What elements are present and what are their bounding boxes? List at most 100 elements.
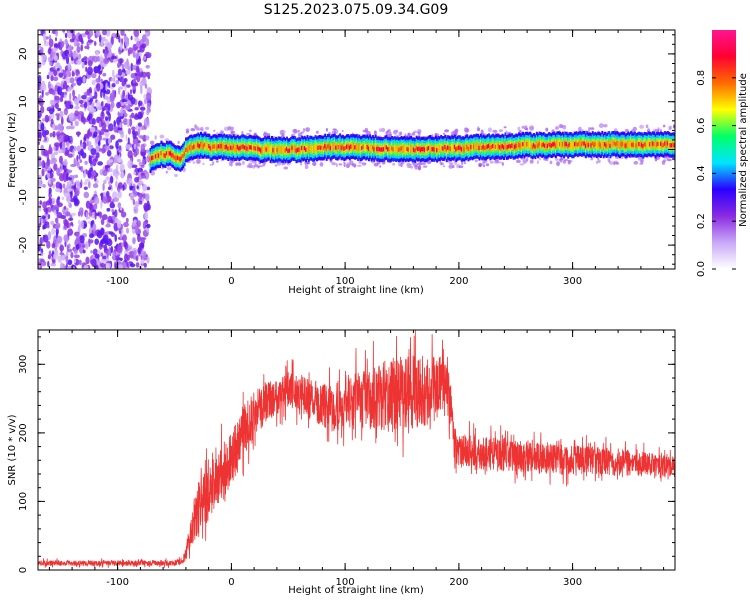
figure-title: S125.2023.075.09.34.G09 (264, 2, 449, 18)
halo-dot (464, 127, 467, 133)
ridge-peak (553, 141, 556, 147)
ridge-cell (206, 142, 209, 150)
halo-dot (458, 165, 464, 169)
halo-dot (556, 161, 560, 167)
noise-blob (89, 93, 93, 99)
ridge-peak (669, 143, 672, 148)
noise-blob (139, 112, 142, 120)
ridge-peak (460, 147, 464, 152)
halo-dot (212, 161, 215, 165)
halo-dot (185, 130, 190, 134)
halo-dot (385, 131, 389, 136)
noise-blob (130, 195, 134, 201)
ridge-cell (634, 140, 636, 148)
ridge-peak (246, 146, 249, 151)
noise-blob (73, 39, 77, 47)
ridge-peak (421, 147, 424, 152)
noise-blob (80, 33, 87, 38)
noise-blob (121, 63, 125, 69)
noise-blob (104, 145, 111, 151)
noise-blob (143, 93, 147, 100)
noise-blob (89, 126, 96, 133)
snr-y-tick-label: 0 (18, 567, 29, 573)
ridge-cell (402, 145, 404, 154)
noise-blob (81, 62, 85, 69)
noise-blob (64, 192, 68, 197)
ridge-cell (268, 144, 271, 152)
noise-blob (47, 214, 51, 220)
noise-blob (140, 193, 146, 200)
noise-blob (48, 197, 53, 205)
halo-dot (590, 157, 594, 161)
noise-blob (55, 30, 58, 37)
ridge-peak (245, 145, 247, 151)
noise-blob (78, 219, 81, 225)
noise-blob (56, 67, 60, 72)
noise-blob (39, 252, 44, 257)
noise-blob (145, 71, 151, 78)
halo-dot (283, 166, 289, 170)
noise-blob (137, 128, 140, 137)
halo-dot (417, 165, 421, 171)
noise-blob (78, 154, 81, 160)
noise-blob (101, 101, 104, 107)
noise-blob (100, 111, 105, 120)
ridge-peak (584, 143, 588, 148)
halo-dot (505, 130, 508, 134)
noise-blob (88, 113, 93, 120)
noise-blob (133, 143, 137, 150)
ridge-cell (266, 144, 269, 153)
noise-blob (145, 157, 149, 162)
halo-dot (637, 156, 642, 161)
ridge-cell (283, 145, 286, 153)
ridge-cell (247, 144, 250, 152)
ridge-cell (161, 151, 164, 159)
ridge-cell (310, 144, 313, 152)
ridge-peak (257, 146, 260, 151)
noise-blob (77, 211, 81, 217)
noise-blob (110, 101, 115, 109)
ridge-cell (309, 144, 312, 152)
noise-blob (92, 183, 99, 189)
ridge-peak (655, 142, 658, 147)
noise-blob (103, 179, 107, 185)
ridge-peak (225, 144, 229, 149)
ridge-cell (332, 142, 335, 151)
ridge-cell (339, 141, 342, 150)
ridge-cell (619, 142, 621, 150)
ridge-cell (639, 140, 642, 149)
ridge-cell (572, 141, 575, 150)
halo-dot (421, 162, 426, 165)
halo-dot (248, 164, 254, 169)
ridge-peak (490, 144, 493, 150)
noise-blob (68, 217, 74, 221)
ridge-peak (538, 141, 541, 147)
ridge-cell (395, 145, 398, 154)
ridge-peak (486, 144, 489, 149)
ridge-peak (340, 145, 343, 150)
noise-blob (70, 198, 76, 203)
halo-dot (545, 127, 549, 132)
noise-blob (41, 160, 44, 169)
noise-blob (38, 204, 42, 212)
ridge-peak (250, 145, 253, 150)
noise-blob (70, 221, 73, 226)
noise-blob (95, 50, 99, 56)
noise-blob (146, 256, 150, 264)
noise-blob (49, 61, 53, 66)
ridge-peak (381, 147, 384, 152)
halo-dot (558, 123, 564, 129)
ridge-peak (418, 146, 421, 151)
ridge-peak (660, 141, 663, 146)
noise-blob (59, 252, 65, 256)
noise-blob (80, 211, 83, 217)
halo-dot (356, 164, 362, 167)
halo-dot (555, 127, 558, 130)
ridge-cell (167, 150, 170, 158)
noise-blob (117, 77, 120, 81)
halo-dot (516, 159, 521, 164)
noise-blob (56, 116, 60, 121)
ridge-peak (561, 142, 564, 147)
ridge-peak (163, 153, 166, 158)
halo-dot (237, 162, 242, 166)
